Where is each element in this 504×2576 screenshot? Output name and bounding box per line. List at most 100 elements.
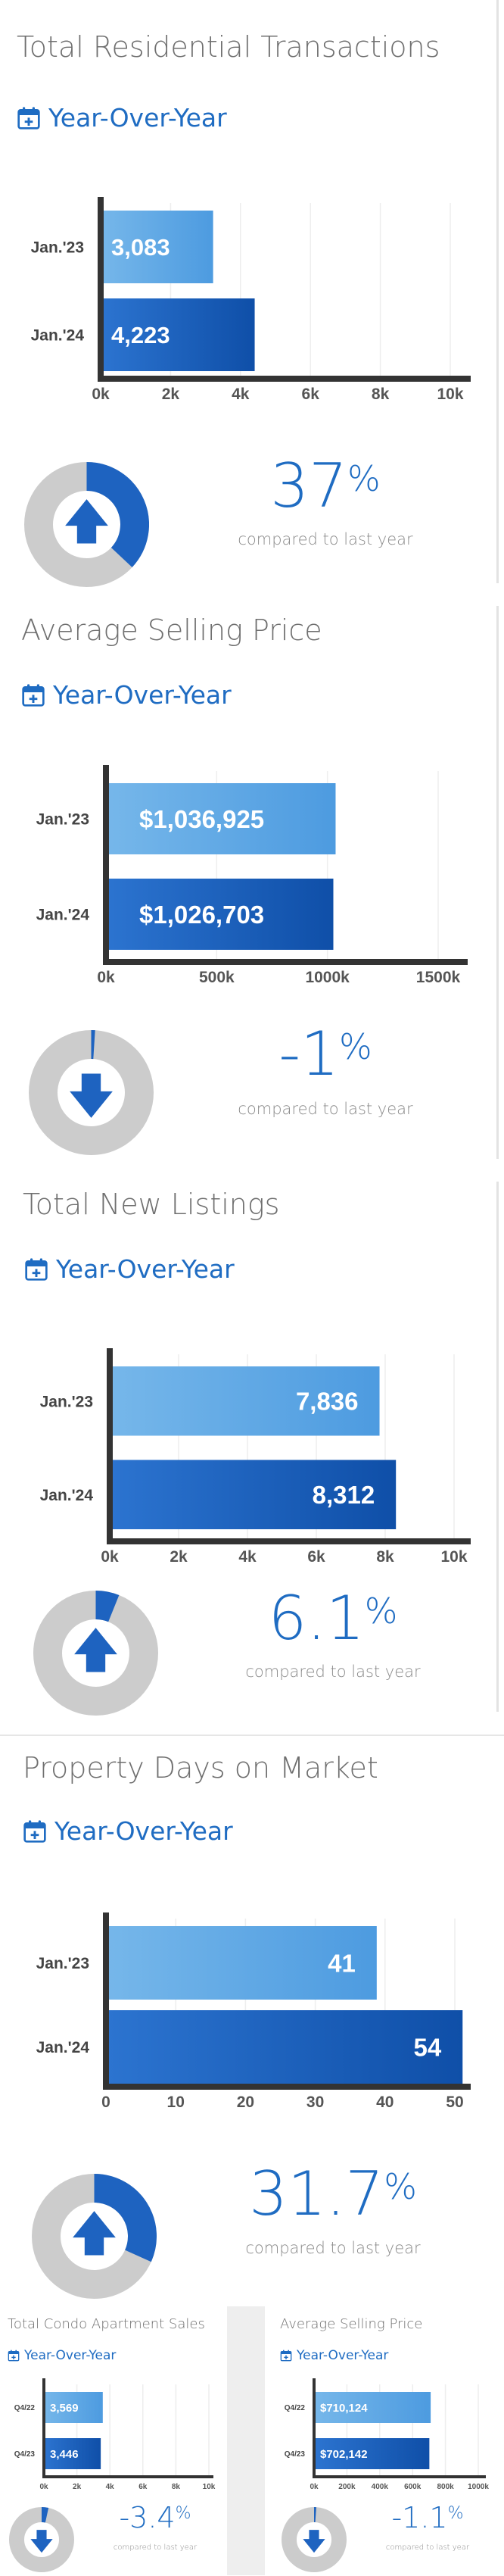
x-tick-label: 0k	[97, 969, 115, 986]
x-tick-label: 6k	[302, 386, 320, 403]
year-over-year-text: Year-Over-Year	[56, 1254, 235, 1284]
year-over-year-text: Year-Over-Year	[24, 2348, 116, 2363]
x-tick-label: 0k	[310, 2483, 319, 2491]
compared-to-last-year: compared to last year	[356, 2543, 499, 2552]
change-value: 37	[270, 451, 347, 521]
x-tick-label: 200k	[338, 2483, 356, 2491]
arrow-down-icon	[303, 2530, 325, 2553]
compared-to-last-year: compared to last year	[219, 1663, 446, 1681]
x-tick-label: 6k	[307, 1548, 325, 1566]
arrow-down-icon	[70, 1073, 113, 1117]
category-label: Jan.'23	[36, 1955, 89, 1972]
change-donut	[33, 1591, 158, 1719]
calendar-plus-icon	[17, 106, 41, 130]
year-over-year-label: Year-Over-Year	[21, 680, 232, 710]
year-over-year-text: Year-Over-Year	[297, 2348, 388, 2363]
change-percent: 6.1%	[219, 1583, 446, 1653]
year-over-year-text: Year-Over-Year	[48, 103, 227, 133]
x-tick-label: 4k	[232, 386, 250, 403]
section-average-selling-price: Average Selling Price Year-Over-Year 0k 500…	[0, 583, 504, 1159]
change-percent: -3.4%	[83, 2501, 227, 2534]
category-label: Jan.'24	[36, 907, 90, 924]
percent-sign: %	[339, 1026, 372, 1067]
section-title: Average Selling Price	[21, 614, 322, 647]
x-tick-label: 4k	[238, 1548, 257, 1566]
category-label: Q4/23	[285, 2450, 306, 2459]
compared-to-last-year: compared to last year	[219, 2239, 446, 2257]
arrow-up-icon	[65, 499, 108, 543]
x-tick-label: 2k	[170, 1548, 188, 1566]
x-tick-label: 8k	[376, 1548, 394, 1566]
percent-sign: %	[365, 1591, 398, 1631]
category-label: Jan.'24	[31, 327, 85, 345]
section-title: Total New Listings	[23, 1188, 279, 1221]
x-tick-label: 600k	[404, 2483, 422, 2491]
year-over-year-label: Year-Over-Year	[24, 1254, 235, 1284]
x-tick-label: 1500k	[416, 969, 461, 986]
x-tick-label: 1000k	[468, 2483, 489, 2491]
right-border	[496, 0, 499, 583]
x-tick-label: 10	[167, 2094, 185, 2111]
x-tick-label: 4k	[106, 2483, 115, 2491]
x-tick-label: 0k	[39, 2483, 48, 2491]
bar-value-label: $1,036,925	[139, 805, 264, 833]
category-label: Q4/22	[14, 2404, 36, 2412]
donut-fill	[96, 1605, 114, 1609]
change-value: -3.4	[119, 2501, 175, 2534]
compared-to-last-year: compared to last year	[83, 2543, 227, 2552]
small-sections-gap	[227, 2306, 265, 2575]
section-condo-average-selling-price: Average Selling Price Year-Over-Year 0k 200…	[272, 2303, 504, 2575]
compared-to-last-year: compared to last year	[212, 530, 439, 548]
change-donut	[32, 2174, 157, 2303]
change-value: -1	[278, 1019, 339, 1089]
section-title: Average Selling Price	[280, 2316, 422, 2332]
year-over-year-label: Year-Over-Year	[17, 103, 227, 133]
bar-value-label: 8,312	[313, 1481, 375, 1509]
change-percent: -1.1%	[356, 2501, 499, 2534]
x-tick-label: 2k	[162, 386, 180, 403]
section-title: Property Days on Market	[23, 1751, 378, 1784]
percent-sign: %	[448, 2504, 464, 2523]
year-over-year-label: Year-Over-Year	[8, 2348, 116, 2363]
percent-sign: %	[384, 2166, 417, 2207]
section-title: Total Residential Transactions	[17, 30, 440, 64]
section-total-condo-apartment-sales: Total Condo Apartment Sales Year-Over-Yea…	[0, 2303, 227, 2575]
x-tick-label: 10k	[203, 2483, 216, 2491]
section-title: Total Condo Apartment Sales	[8, 2316, 205, 2332]
x-tick-label: 1000k	[305, 969, 350, 986]
change-value: -1.1	[391, 2501, 447, 2534]
year-over-year-label: Year-Over-Year	[280, 2348, 388, 2363]
x-tick-label: 10k	[437, 386, 463, 403]
x-tick-label: 500k	[199, 969, 235, 986]
bar-value-label: $710,124	[320, 2402, 368, 2415]
calendar-plus-icon	[8, 2350, 20, 2362]
calendar-plus-icon	[280, 2350, 292, 2362]
bar-value-label: 41	[328, 1949, 356, 1977]
category-label: Q4/23	[14, 2450, 36, 2459]
bar-value-label: 7,836	[296, 1388, 359, 1416]
x-tick-label: 6k	[138, 2483, 148, 2491]
change-donut	[9, 2507, 74, 2576]
change-donut	[29, 1030, 154, 1159]
year-over-year-text: Year-Over-Year	[53, 680, 232, 710]
x-tick-label: 20	[237, 2094, 254, 2111]
change-percent: 37%	[212, 451, 439, 521]
x-tick-label: 400k	[372, 2483, 389, 2491]
arrow-up-icon	[73, 2211, 116, 2255]
x-tick-label: 0k	[101, 1548, 119, 1566]
x-tick-label: 8k	[172, 2483, 181, 2491]
category-label: Jan.'23	[40, 1393, 93, 1410]
section-divider	[0, 1735, 504, 1736]
change-value: 6.1	[269, 1583, 365, 1653]
x-tick-label: 0k	[92, 386, 110, 403]
bar-value-label: 3,446	[50, 2448, 79, 2461]
x-tick-label: 10k	[440, 1548, 467, 1566]
